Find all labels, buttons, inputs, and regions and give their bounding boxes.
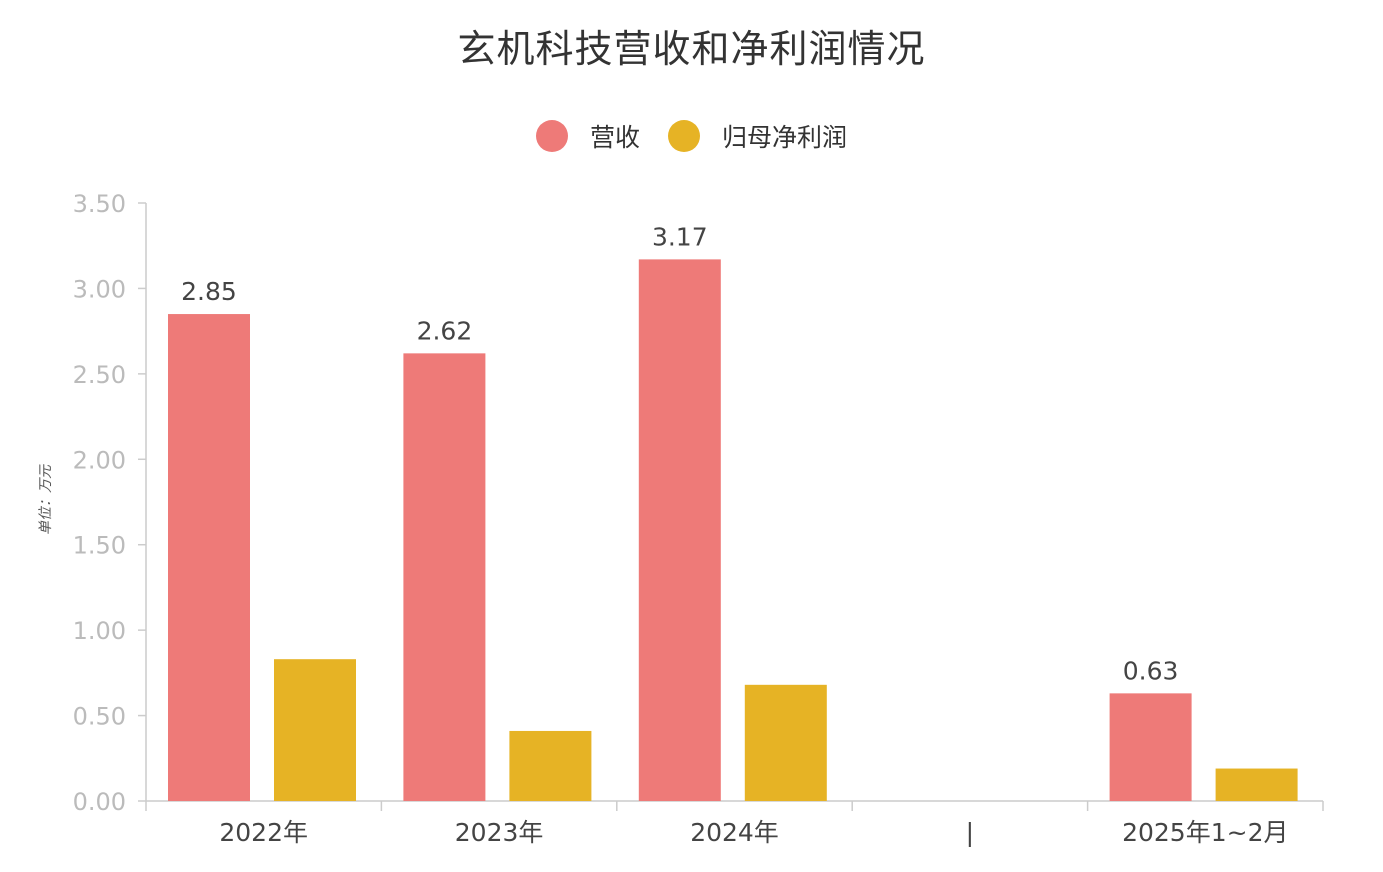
data-label-revenue-0: 2.85 bbox=[181, 277, 237, 306]
x-category-label: 2022年 bbox=[219, 818, 308, 847]
x-category-label: | bbox=[966, 818, 974, 847]
legend-label-net-profit: 归母净利润 bbox=[722, 123, 848, 152]
x-category-label: 2023年 bbox=[455, 818, 544, 847]
y-tick-label: 0.00 bbox=[73, 788, 126, 816]
legend: 营收 归母净利润 bbox=[0, 118, 1383, 154]
data-label-revenue-2: 3.17 bbox=[652, 222, 708, 251]
legend-label-revenue: 营收 bbox=[589, 123, 640, 152]
x-category-label: 2024年 bbox=[690, 818, 779, 847]
y-tick-label: 3.50 bbox=[73, 190, 126, 218]
bar-net-profit-0 bbox=[274, 659, 356, 801]
y-tick-label: 1.00 bbox=[73, 617, 126, 645]
legend-marker-net-profit bbox=[668, 120, 700, 152]
y-tick-label: 2.50 bbox=[73, 361, 126, 389]
data-label-revenue-4: 0.63 bbox=[1123, 656, 1179, 685]
bar-revenue-4 bbox=[1109, 693, 1192, 801]
legend-marker-revenue bbox=[535, 120, 568, 152]
legend-item-net-profit[interactable]: 归母净利润 bbox=[668, 118, 847, 154]
bar-revenue-0 bbox=[168, 314, 250, 801]
y-tick-label: 2.00 bbox=[73, 446, 126, 474]
y-tick-label: 1.50 bbox=[73, 532, 126, 560]
chart-title: 玄机科技营收和净利润情况 bbox=[457, 27, 926, 71]
bar-revenue-1 bbox=[403, 353, 486, 801]
bar-revenue-2 bbox=[638, 259, 721, 802]
x-category-label: 2025年1~2月 bbox=[1122, 818, 1288, 847]
y-tick-label: 0.50 bbox=[73, 703, 126, 731]
data-label-revenue-1: 2.62 bbox=[417, 316, 473, 345]
bar-net-profit-4 bbox=[1215, 768, 1298, 801]
y-tick-label: 3.00 bbox=[73, 275, 126, 303]
legend-item-revenue[interactable]: 营收 bbox=[535, 118, 640, 154]
bar-net-profit-2 bbox=[744, 684, 827, 801]
bar-net-profit-1 bbox=[509, 730, 592, 801]
